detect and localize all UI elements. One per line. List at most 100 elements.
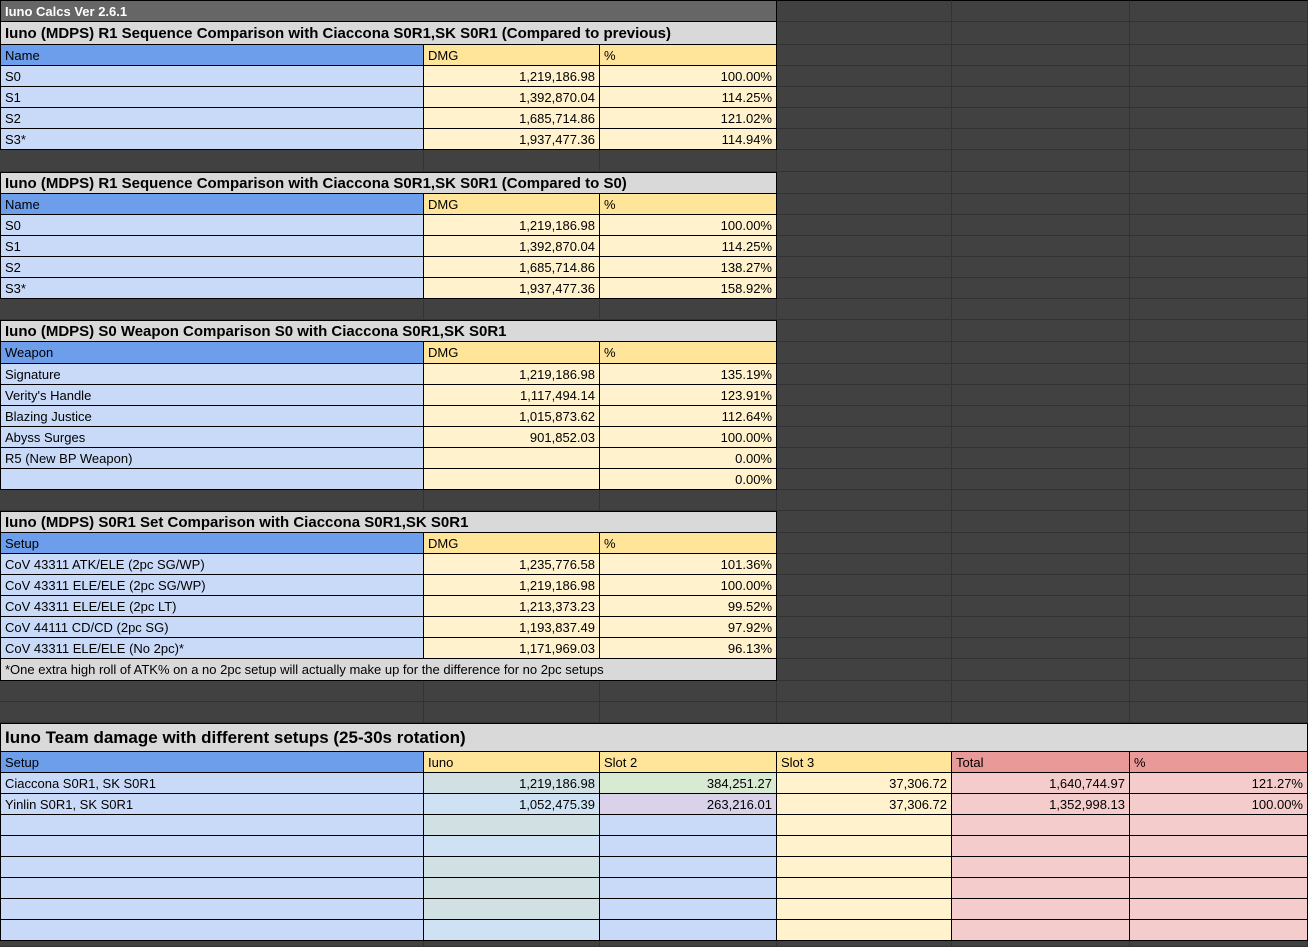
t2-name-cell[interactable]: S1	[0, 236, 424, 257]
t4-pct-cell[interactable]: 100.00%	[600, 575, 777, 596]
team-slot3-cell[interactable]	[777, 920, 952, 941]
team-iuno-cell[interactable]	[424, 857, 600, 878]
team-col-pct[interactable]: %	[1130, 752, 1308, 773]
team-col-slot3[interactable]: Slot 3	[777, 752, 952, 773]
team-pct-cell[interactable]	[1130, 878, 1308, 899]
team-setup-cell[interactable]	[0, 836, 424, 857]
version-cell[interactable]: Iuno Calcs Ver 2.6.1	[0, 0, 777, 22]
team-pct-cell[interactable]	[1130, 815, 1308, 836]
t4-dmg-cell[interactable]: 1,213,373.23	[424, 596, 600, 617]
team-col-iuno[interactable]: Iuno	[424, 752, 600, 773]
team-total-cell[interactable]	[952, 857, 1130, 878]
t3-col-weapon[interactable]: Weapon	[0, 342, 424, 364]
t3-pct-cell[interactable]: 135.19%	[600, 364, 777, 385]
t2-dmg-cell[interactable]: 1,685,714.86	[424, 257, 600, 278]
t2-name-cell[interactable]: S0	[0, 215, 424, 236]
team-slot3-cell[interactable]: 37,306.72	[777, 794, 952, 815]
team-pct-cell[interactable]	[1130, 920, 1308, 941]
team-setup-cell[interactable]	[0, 920, 424, 941]
team-col-setup[interactable]: Setup	[0, 752, 424, 773]
team-setup-cell[interactable]	[0, 878, 424, 899]
t2-name-cell[interactable]: S2	[0, 257, 424, 278]
t1-dmg-cell[interactable]: 1,219,186.98	[424, 66, 600, 87]
team-iuno-cell[interactable]	[424, 920, 600, 941]
team-slot3-cell[interactable]	[777, 878, 952, 899]
t3-weapon-cell[interactable]: R5 (New BP Weapon)	[0, 448, 424, 469]
t3-dmg-cell[interactable]	[424, 469, 600, 490]
team-total-cell[interactable]	[952, 878, 1130, 899]
team-setup-cell[interactable]: Yinlin S0R1, SK S0R1	[0, 794, 424, 815]
team-setup-cell[interactable]	[0, 899, 424, 920]
team-total-cell[interactable]	[952, 836, 1130, 857]
team-title-cell[interactable]: Iuno Team damage with different setups (…	[0, 723, 1308, 752]
t3-weapon-cell[interactable]	[0, 469, 424, 490]
t4-dmg-cell[interactable]: 1,193,837.49	[424, 617, 600, 638]
t4-setup-cell[interactable]: CoV 44111 CD/CD (2pc SG)	[0, 617, 424, 638]
team-iuno-cell[interactable]: 1,219,186.98	[424, 773, 600, 794]
team-slot3-cell[interactable]	[777, 836, 952, 857]
t2-pct-cell[interactable]: 114.25%	[600, 236, 777, 257]
t2-pct-cell[interactable]: 138.27%	[600, 257, 777, 278]
t3-pct-cell[interactable]: 100.00%	[600, 427, 777, 448]
t3-pct-cell[interactable]: 123.91%	[600, 385, 777, 406]
team-slot2-cell[interactable]	[600, 878, 777, 899]
t4-pct-cell[interactable]: 96.13%	[600, 638, 777, 659]
t1-pct-cell[interactable]: 114.25%	[600, 87, 777, 108]
team-iuno-cell[interactable]	[424, 815, 600, 836]
team-pct-cell[interactable]	[1130, 836, 1308, 857]
t3-weapon-cell[interactable]: Verity's Handle	[0, 385, 424, 406]
t1-col-dmg[interactable]: DMG	[424, 45, 600, 66]
team-iuno-cell[interactable]	[424, 878, 600, 899]
t2-col-dmg[interactable]: DMG	[424, 194, 600, 215]
t4-col-dmg[interactable]: DMG	[424, 533, 600, 554]
t3-pct-cell[interactable]: 0.00%	[600, 469, 777, 490]
team-pct-cell[interactable]	[1130, 899, 1308, 920]
t2-pct-cell[interactable]: 158.92%	[600, 278, 777, 299]
team-total-cell[interactable]	[952, 920, 1130, 941]
t2-dmg-cell[interactable]: 1,937,477.36	[424, 278, 600, 299]
t2-col-pct[interactable]: %	[600, 194, 777, 215]
t4-setup-cell[interactable]: CoV 43311 ELE/ELE (2pc LT)	[0, 596, 424, 617]
team-slot2-cell[interactable]	[600, 857, 777, 878]
team-iuno-cell[interactable]	[424, 899, 600, 920]
team-setup-cell[interactable]: Ciaccona S0R1, SK S0R1	[0, 773, 424, 794]
t4-pct-cell[interactable]: 99.52%	[600, 596, 777, 617]
team-slot2-cell[interactable]: 384,251.27	[600, 773, 777, 794]
team-slot3-cell[interactable]	[777, 857, 952, 878]
team-slot3-cell[interactable]	[777, 899, 952, 920]
team-slot3-cell[interactable]: 37,306.72	[777, 773, 952, 794]
t1-dmg-cell[interactable]: 1,685,714.86	[424, 108, 600, 129]
t3-dmg-cell[interactable]: 1,015,873.62	[424, 406, 600, 427]
t2-dmg-cell[interactable]: 1,219,186.98	[424, 215, 600, 236]
t2-dmg-cell[interactable]: 1,392,870.04	[424, 236, 600, 257]
team-pct-cell[interactable]: 100.00%	[1130, 794, 1308, 815]
t1-name-cell[interactable]: S3*	[0, 129, 424, 150]
team-col-total[interactable]: Total	[952, 752, 1130, 773]
t1-name-cell[interactable]: S1	[0, 87, 424, 108]
t3-weapon-cell[interactable]: Blazing Justice	[0, 406, 424, 427]
t3-dmg-cell[interactable]	[424, 448, 600, 469]
team-slot2-cell[interactable]	[600, 815, 777, 836]
team-slot2-cell[interactable]	[600, 899, 777, 920]
t4-setup-cell[interactable]: CoV 43311 ATK/ELE (2pc SG/WP)	[0, 554, 424, 575]
t1-name-cell[interactable]: S0	[0, 66, 424, 87]
t1-title-cell[interactable]: Iuno (MDPS) R1 Sequence Comparison with …	[0, 22, 777, 45]
t2-title-cell[interactable]: Iuno (MDPS) R1 Sequence Comparison with …	[0, 172, 777, 194]
team-iuno-cell[interactable]: 1,052,475.39	[424, 794, 600, 815]
team-total-cell[interactable]	[952, 815, 1130, 836]
t4-dmg-cell[interactable]: 1,235,776.58	[424, 554, 600, 575]
t1-dmg-cell[interactable]: 1,937,477.36	[424, 129, 600, 150]
t4-dmg-cell[interactable]: 1,171,969.03	[424, 638, 600, 659]
t3-dmg-cell[interactable]: 901,852.03	[424, 427, 600, 448]
t4-setup-cell[interactable]: CoV 43311 ELE/ELE (2pc SG/WP)	[0, 575, 424, 596]
t2-name-cell[interactable]: S3*	[0, 278, 424, 299]
t1-col-pct[interactable]: %	[600, 45, 777, 66]
t2-col-name[interactable]: Name	[0, 194, 424, 215]
t1-col-name[interactable]: Name	[0, 45, 424, 66]
t4-col-setup[interactable]: Setup	[0, 533, 424, 554]
t1-name-cell[interactable]: S2	[0, 108, 424, 129]
t1-pct-cell[interactable]: 114.94%	[600, 129, 777, 150]
team-total-cell[interactable]: 1,640,744.97	[952, 773, 1130, 794]
team-slot2-cell[interactable]	[600, 836, 777, 857]
team-setup-cell[interactable]	[0, 815, 424, 836]
